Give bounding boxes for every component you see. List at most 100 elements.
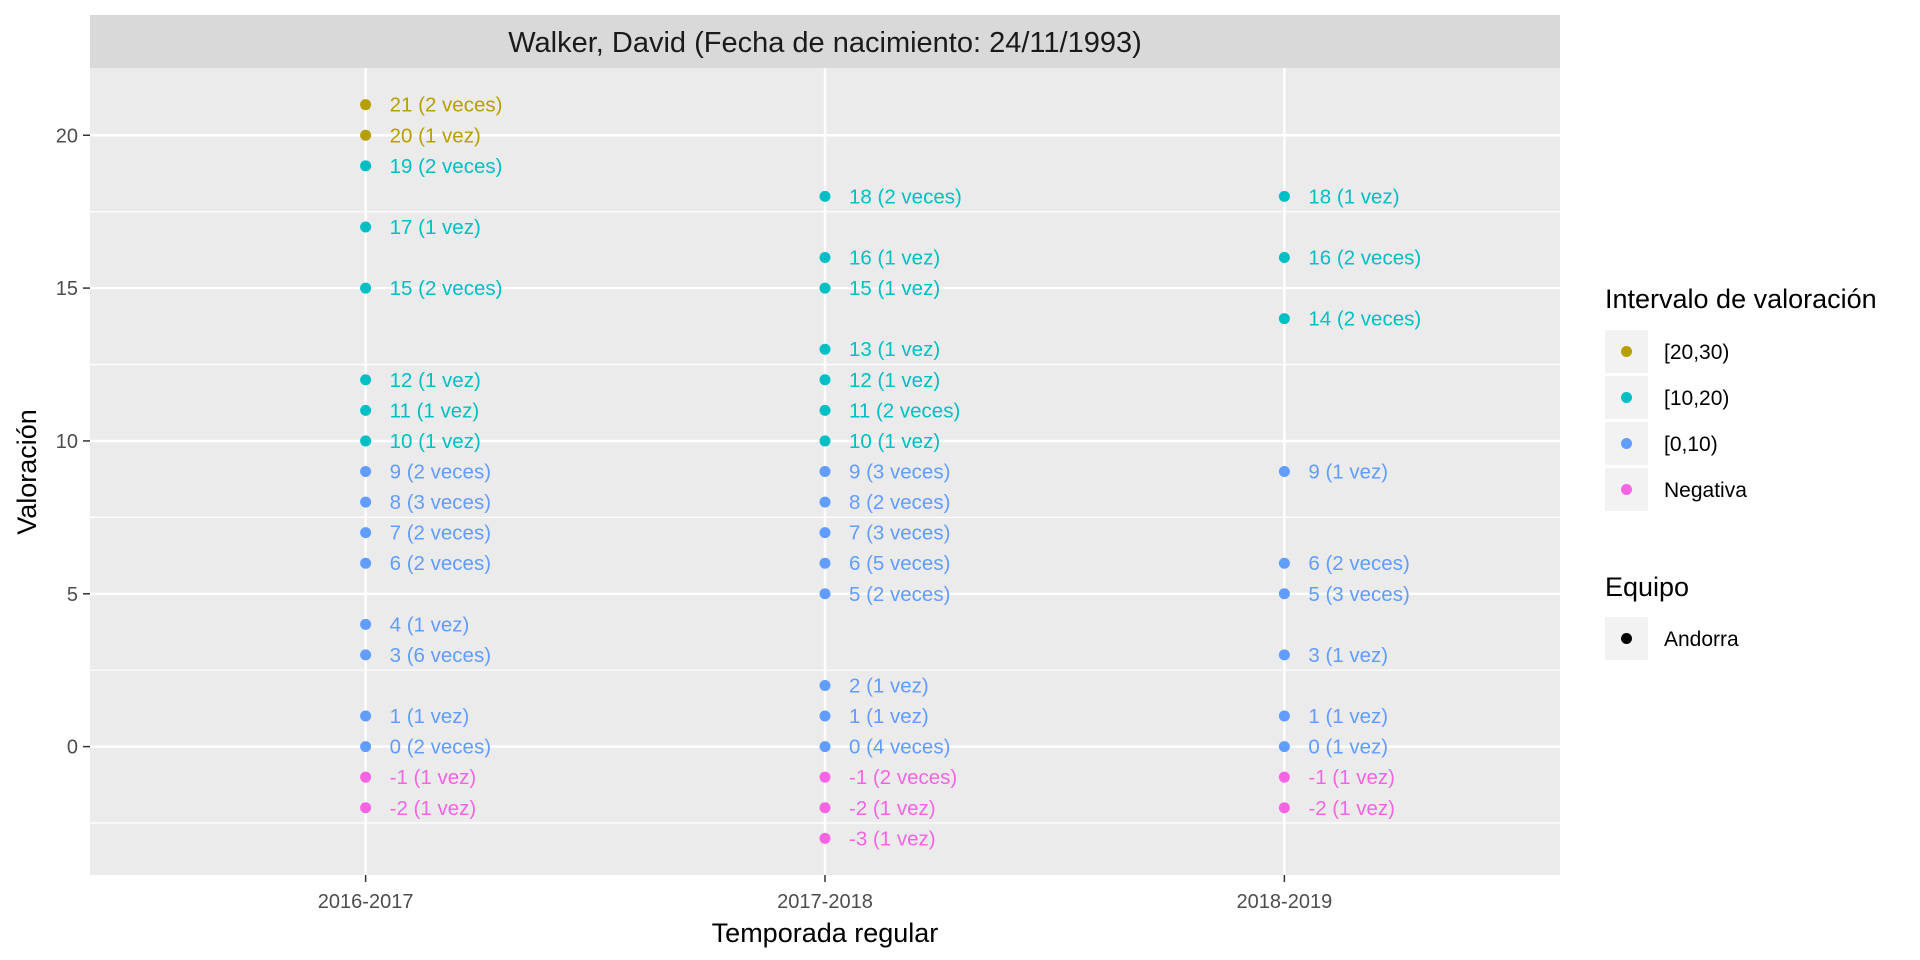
- data-point: [360, 741, 372, 753]
- data-point: [360, 282, 372, 294]
- data-point: [360, 771, 372, 783]
- data-label: 13 (1 vez): [849, 338, 940, 361]
- data-label: 10 (1 vez): [849, 430, 940, 453]
- data-point: [819, 466, 831, 477]
- data-label: 20 (1 vez): [390, 124, 481, 147]
- data-point: [360, 618, 372, 630]
- data-label: 17 (1 vez): [390, 216, 481, 239]
- data-point: [819, 557, 831, 569]
- data-point: [360, 129, 372, 141]
- data-label: 16 (2 veces): [1308, 247, 1421, 270]
- data-points: 21 (2 veces) 20 (1 vez) 19 (2 veces) 17 (1 …: [360, 94, 1421, 850]
- color-legend: [20,30) [10,20) [0,10) Negativa: [1605, 330, 1747, 511]
- legend-swatch: [1621, 633, 1632, 644]
- data-label: 6 (2 veces): [390, 552, 491, 575]
- legend-swatch: [1621, 484, 1632, 495]
- data-label: 12 (1 vez): [390, 369, 481, 392]
- data-point: [360, 466, 372, 477]
- data-point: [819, 741, 831, 753]
- data-label: 18 (2 veces): [849, 185, 962, 208]
- data-label: 5 (2 veces): [849, 583, 950, 606]
- data-label: 3 (6 veces): [390, 644, 491, 667]
- data-label: 8 (2 veces): [849, 491, 950, 514]
- data-point: [819, 190, 831, 202]
- data-point: [819, 710, 831, 722]
- data-label: -2 (1 vez): [849, 797, 936, 820]
- data-label: 19 (2 veces): [390, 155, 503, 178]
- facet-strip: [90, 15, 1560, 68]
- data-label: 12 (1 vez): [849, 369, 940, 392]
- data-point: [819, 282, 831, 294]
- data-label: 2 (1 vez): [849, 674, 929, 697]
- team-legend-title: Equipo: [1605, 572, 1689, 602]
- data-point: [1278, 313, 1290, 325]
- data-point: [1278, 190, 1290, 202]
- data-label: 9 (1 vez): [1308, 461, 1388, 484]
- data-label: 0 (2 veces): [390, 736, 491, 759]
- data-point: [1278, 466, 1290, 477]
- data-label: 5 (3 veces): [1308, 583, 1409, 606]
- data-label: 0 (1 vez): [1308, 736, 1388, 759]
- data-label: -1 (2 veces): [849, 766, 957, 789]
- data-label: 6 (5 veces): [849, 552, 950, 575]
- data-point: [819, 435, 831, 447]
- data-point: [1278, 741, 1290, 753]
- data-label: 0 (4 veces): [849, 736, 950, 759]
- data-point: [360, 710, 372, 722]
- legend-label: [10,20): [1664, 387, 1729, 410]
- data-label: 15 (1 vez): [849, 277, 940, 300]
- x-tick-label: 2016-2017: [318, 891, 414, 913]
- data-point: [1278, 802, 1290, 814]
- data-point: [360, 160, 372, 172]
- data-point: [360, 435, 372, 447]
- data-point: [360, 557, 372, 569]
- color-legend-title: Intervalo de valoración: [1605, 284, 1877, 314]
- data-label: -2 (1 vez): [390, 797, 477, 820]
- data-point: [819, 771, 831, 783]
- data-label: 11 (1 vez): [390, 399, 480, 422]
- data-label: 21 (2 veces): [390, 94, 503, 117]
- data-point: [360, 221, 372, 233]
- data-point: [1278, 771, 1290, 783]
- data-point: [819, 252, 831, 264]
- data-label: -3 (1 vez): [849, 827, 936, 850]
- data-point: [1278, 588, 1290, 600]
- y-tick-label: 5: [67, 584, 78, 606]
- y-axis-title: Valoración: [12, 409, 42, 535]
- data-point: [819, 588, 831, 600]
- data-label: -1 (1 vez): [390, 766, 477, 789]
- data-point: [360, 802, 372, 814]
- legend-label: [0,10): [1664, 433, 1718, 456]
- data-label: 10 (1 vez): [390, 430, 481, 453]
- data-label: 7 (2 veces): [390, 522, 491, 545]
- legend-label: Andorra: [1664, 628, 1739, 651]
- data-label: 3 (1 vez): [1308, 644, 1388, 667]
- data-point: [1278, 252, 1290, 264]
- data-label: 14 (2 veces): [1308, 308, 1421, 331]
- data-point: [360, 404, 372, 416]
- y-axis-ticks: 0 5 10 15 20: [56, 125, 90, 759]
- data-label: 1 (1 vez): [849, 705, 929, 728]
- data-label: 6 (2 veces): [1308, 552, 1409, 575]
- data-label: -2 (1 vez): [1308, 797, 1395, 820]
- data-point: [1278, 710, 1290, 722]
- y-tick-label: 15: [56, 278, 78, 300]
- legend-swatch: [1621, 392, 1632, 403]
- data-label: 1 (1 vez): [1308, 705, 1388, 728]
- data-point: [1278, 557, 1290, 569]
- legend-label: [20,30): [1664, 341, 1729, 364]
- data-point: [360, 374, 372, 386]
- data-label: 15 (2 veces): [390, 277, 503, 300]
- data-point: [819, 679, 831, 691]
- data-point: [819, 527, 831, 539]
- y-tick-label: 10: [56, 431, 78, 453]
- data-label: 7 (3 veces): [849, 522, 950, 545]
- y-tick-label: 0: [67, 737, 78, 759]
- data-label: 9 (3 veces): [849, 461, 950, 484]
- legend-swatch: [1621, 438, 1632, 449]
- legend-swatch: [1621, 346, 1632, 357]
- data-point: [360, 527, 372, 539]
- data-point: [819, 802, 831, 814]
- data-label: 16 (1 vez): [849, 247, 940, 270]
